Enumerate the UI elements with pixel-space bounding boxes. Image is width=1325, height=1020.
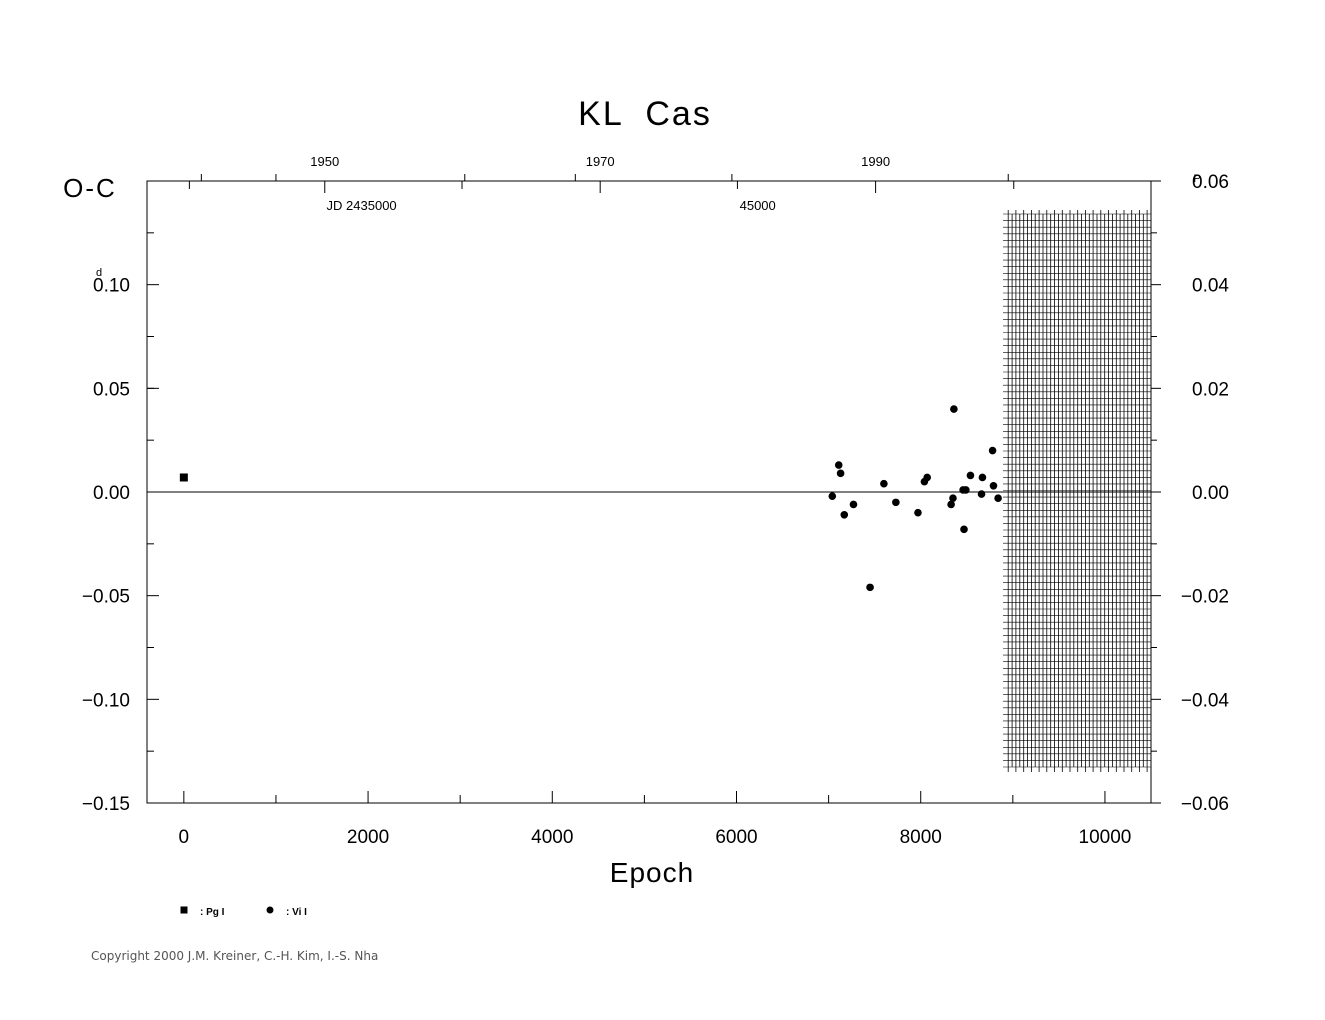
top-jd-label: JD 2435000 [327,198,397,213]
right-y-tick-label: −0.04 [1181,690,1230,711]
vi-point [834,461,843,469]
vi-point [962,486,970,494]
forecast-grid [1003,210,1152,772]
y-tick-label: 0.00 [93,483,130,504]
vi-point [836,469,845,478]
right-y-tick-label: 0.04 [1192,276,1229,297]
legend-circle-marker [266,906,274,914]
vi-point [947,500,955,509]
left-unit-mark: d [96,267,102,279]
y-tick-label: 0.05 [93,379,130,400]
vi-point [949,494,957,503]
vi-point [989,481,998,490]
vi-point [978,473,987,482]
legend: : Pg I : Vi I [180,906,307,918]
vi-point [828,492,837,500]
vi-point [849,500,858,509]
top-jd-label: 45000 [740,198,776,213]
vi-point [880,479,888,488]
x-tick-label: 4000 [531,827,573,848]
right-unit-mark: P [1193,173,1200,185]
top-year-label: 1990 [861,154,890,169]
vi-point [892,498,900,507]
right-y-tick-label: 0.02 [1192,379,1229,400]
copyright-notice: Copyright 2000 J.M. Kreiner, C.-H. Kim, … [91,949,379,963]
y-tick-label: 0.10 [93,276,130,297]
x-tick-label: 8000 [900,827,942,848]
tick-labels: 0 2000 4000 6000 8000 10000 1950 1970 1990 JD 243… [82,154,1230,848]
vi-point [923,473,931,482]
legend-square-marker [180,906,188,914]
vi-point [966,471,975,480]
y-tick-label: −0.05 [82,587,130,608]
legend-label: : Pg I [200,907,225,918]
vi-point [960,525,968,534]
top-year-label: 1950 [310,154,339,169]
vi-point [994,494,1002,503]
right-y-tick-label: −0.06 [1181,794,1229,815]
right-y-tick-label: 0.06 [1192,172,1229,193]
vi-point [977,490,986,498]
x-tick-label: 0 [179,827,190,848]
vi-point [988,446,997,455]
y-axis-label: O-C [63,173,117,203]
x-tick-label: 6000 [715,827,757,848]
pg-point [179,473,188,482]
right-y-tick-label: 0.00 [1192,483,1229,504]
top-year-label: 1970 [586,154,615,169]
vi-point [950,405,958,413]
tick-marks [147,174,1161,804]
x-tick-label: 2000 [347,827,389,848]
legend-label: : Vi I [286,907,307,918]
y-tick-label: −0.15 [82,794,130,815]
vi-point [914,508,922,517]
vi-point [866,583,874,592]
vi-point [840,511,849,519]
x-tick-label: 10000 [1079,827,1132,848]
right-y-tick-label: −0.02 [1181,587,1229,608]
chart-title: KL Cas [578,95,712,133]
data-points [179,405,1002,592]
y-tick-label: −0.10 [82,690,130,711]
plot-frame [146,180,1152,804]
x-axis-label: Epoch [610,857,694,888]
